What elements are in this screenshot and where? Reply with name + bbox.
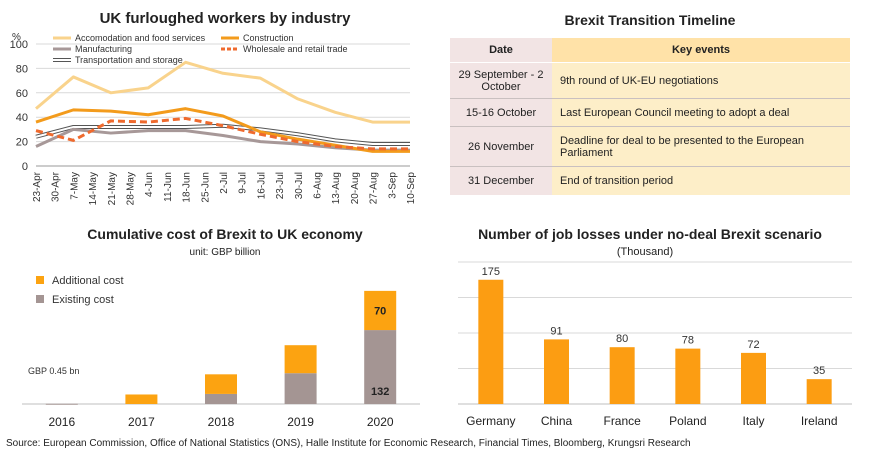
x-tick-label: Poland	[669, 414, 706, 428]
x-tick-label: 2019	[287, 415, 314, 429]
y-tick-label: 20	[16, 137, 28, 149]
x-tick-label: 23-Jul	[275, 172, 286, 199]
data-label: 78	[682, 335, 694, 347]
job-loss-bar	[806, 379, 832, 404]
header-key-events: Key events	[552, 38, 850, 63]
job-loss-bar	[741, 352, 766, 404]
legend-label: Accomodation and food services	[75, 33, 206, 43]
series-line	[35, 116, 410, 151]
timeline-event: Last European Council meeting to adopt a…	[552, 98, 850, 127]
data-label: 70	[374, 305, 386, 317]
timeline-row: 29 September - 2 October 9th round of UK…	[450, 62, 850, 99]
y-tick-label: 60	[16, 88, 28, 100]
data-label: 80	[616, 333, 628, 345]
timeline-event: Deadline for deal to be presented to the…	[552, 126, 850, 167]
header-date: Date	[450, 38, 552, 63]
x-tick-label: 18-Jun	[182, 172, 193, 203]
bar-additional-cost	[125, 394, 158, 404]
timeline-table: Date Key events 29 September - 2 October…	[450, 38, 850, 195]
x-tick-label: 30-Jul	[294, 172, 305, 199]
x-tick-label: Italy	[742, 414, 764, 428]
jobs-subtitle: (Thousand)	[616, 246, 674, 258]
cost-bar-chart: 2016 2017 2018 2019 2020 132 70 GBP 0.45 bn Addi…	[22, 275, 420, 429]
bar-additional-cost	[364, 290, 397, 331]
x-tick-label: 27-Aug	[369, 172, 380, 204]
jobs-title: Number of job losses under no-deal Brexi…	[478, 226, 822, 242]
x-tick-label: 3-Sep	[387, 172, 398, 199]
data-label: 72	[747, 339, 759, 351]
y-tick-label: 40	[16, 112, 28, 124]
legend-label: Construction	[243, 33, 294, 43]
y-tick-label: 100	[10, 39, 28, 51]
timeline-date: 26 November	[450, 126, 552, 167]
x-tick-label: 21-May	[107, 172, 118, 205]
data-label: 132	[371, 386, 389, 398]
data-label: 91	[550, 325, 562, 337]
data-label: 175	[482, 266, 500, 278]
legend-label: Wholesale and retail trade	[243, 44, 348, 54]
legend-label: Additional cost	[52, 275, 124, 287]
job-loss-bar	[675, 348, 701, 404]
x-tick-label: France	[603, 414, 641, 428]
legend-label: Existing cost	[52, 294, 114, 306]
timeline-date: 15-16 October	[450, 98, 552, 127]
bar-existing-cost	[284, 373, 317, 404]
y-axis-label: %	[12, 32, 21, 43]
source-note: Source: European Commission, Office of N…	[6, 438, 691, 449]
x-tick-label: 10-Sep	[406, 172, 417, 205]
x-tick-label: 2-Jul	[219, 172, 230, 194]
timeline-row: 31 December End of transition period	[450, 166, 850, 195]
bar-existing-cost	[45, 403, 78, 405]
x-tick-label: 20-Aug	[350, 172, 361, 204]
job-loss-bar	[544, 339, 569, 404]
x-tick-label: 2020	[367, 415, 394, 429]
timeline-event: 9th round of UK-EU negotiations	[552, 62, 850, 99]
data-label: 35	[813, 365, 825, 377]
x-tick-label: 28-May	[126, 172, 137, 205]
y-tick-label: 80	[16, 63, 28, 75]
y-tick-label: 0	[22, 161, 28, 173]
x-tick-label: 7-May	[69, 172, 80, 200]
legend-label: Manufacturing	[75, 44, 132, 54]
cost-note: GBP 0.45 bn	[28, 366, 79, 376]
x-tick-label: 6-Aug	[313, 172, 324, 199]
x-tick-label: 2017	[128, 415, 155, 429]
x-tick-label: Ireland	[801, 414, 838, 428]
bar-additional-cost	[205, 374, 237, 394]
x-tick-label: 16-Jul	[256, 172, 267, 199]
timeline-date: 31 December	[450, 166, 552, 195]
x-tick-label: 25-Jun	[200, 172, 211, 203]
x-tick-label: 13-Aug	[331, 172, 342, 204]
series-line	[35, 60, 410, 124]
x-tick-label: 14-May	[88, 172, 99, 205]
x-tick-label: China	[541, 414, 573, 428]
x-tick-label: 11-Jun	[163, 172, 174, 202]
x-tick-label: 23-Apr	[32, 171, 43, 202]
timeline-title: Brexit Transition Timeline	[564, 12, 736, 28]
timeline-header-row: Date Key events	[450, 38, 850, 63]
x-tick-label: 2016	[48, 415, 75, 429]
x-tick-label: 4-Jun	[144, 172, 155, 197]
bar-existing-cost	[364, 330, 397, 404]
timeline-date: 29 September - 2 October	[450, 62, 552, 99]
timeline-event: End of transition period	[552, 166, 850, 195]
legend-swatch	[36, 295, 44, 303]
jobs-bar-chart: 175 Germany 91 China 80 France 78 Poland 72 Italy…	[458, 261, 852, 428]
furlough-line-chart: 0 20 40 60 80 100% 23-Apr 30-Apr 7-May 14-May 21-M…	[10, 32, 417, 205]
job-loss-bar	[478, 279, 504, 404]
job-loss-bar	[609, 347, 635, 404]
x-tick-label: Germany	[466, 414, 515, 428]
legend-swatch	[36, 276, 44, 284]
legend-label: Transportation and storage	[75, 55, 183, 65]
x-tick-label: 9-Jul	[238, 172, 249, 194]
furlough-title: UK furloughed workers by industry	[99, 10, 351, 27]
cost-unit: unit: GBP billion	[189, 247, 261, 258]
cost-title: Cumulative cost of Brexit to UK economy	[87, 226, 363, 242]
bar-existing-cost	[205, 393, 237, 404]
bar-additional-cost	[284, 345, 317, 374]
timeline-row: 26 November Deadline for deal to be pres…	[450, 126, 850, 167]
x-tick-label: 30-Apr	[51, 171, 62, 202]
x-tick-label: 2018	[208, 415, 235, 429]
timeline-row: 15-16 October Last European Council meet…	[450, 98, 850, 127]
